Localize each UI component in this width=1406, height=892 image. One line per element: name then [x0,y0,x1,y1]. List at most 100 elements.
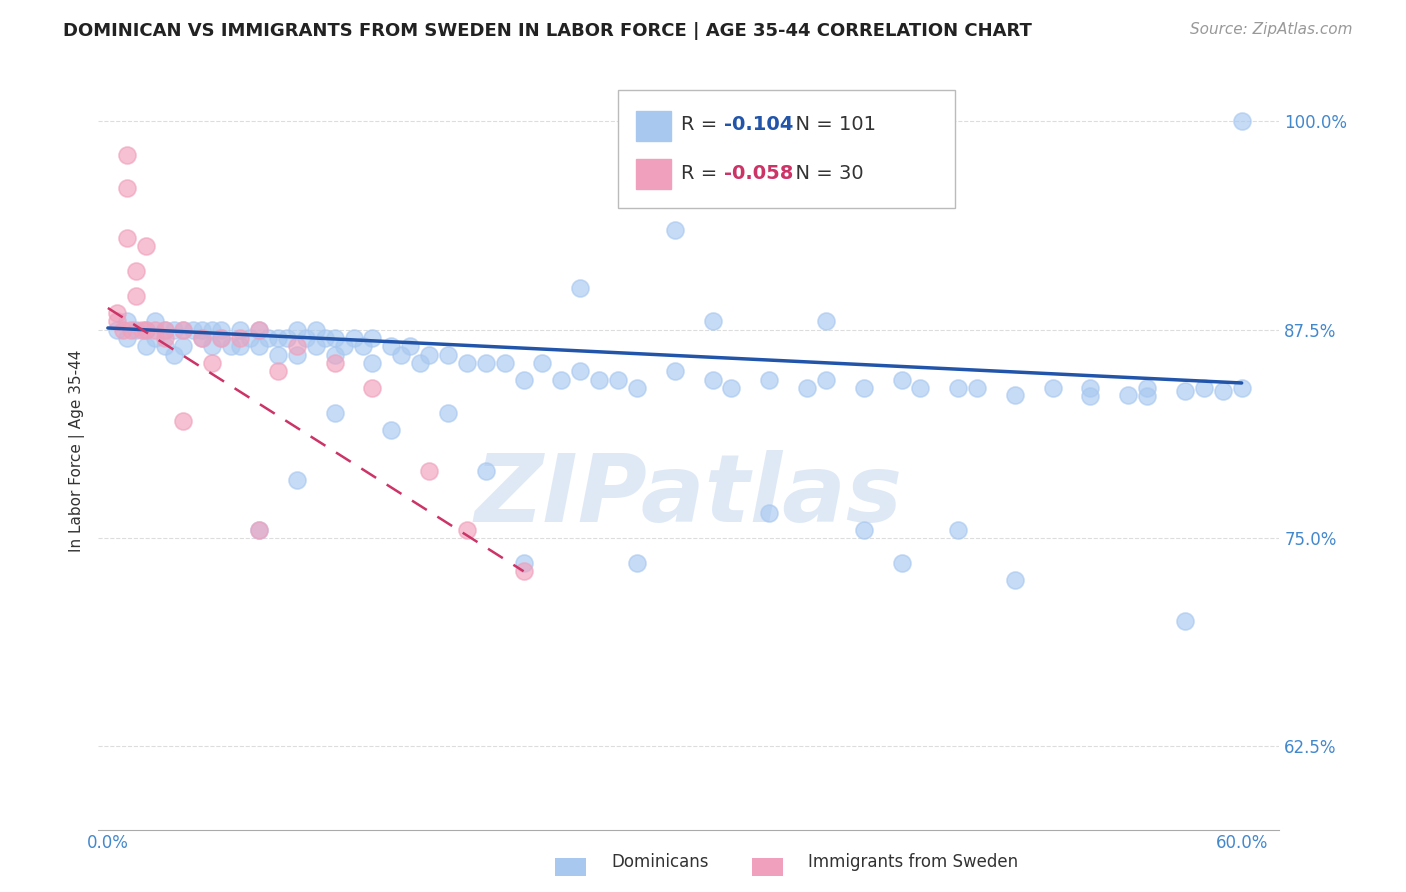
Point [323,406,346,420]
Point [569,281,592,295]
Point [890,373,912,387]
Point [285,348,308,362]
Text: R =: R = [681,164,723,183]
Point [408,356,430,370]
Point [323,331,346,345]
Text: DOMINICAN VS IMMIGRANTS FROM SWEDEN IN LABOR FORCE | AGE 35-44 CORRELATION CHART: DOMINICAN VS IMMIGRANTS FROM SWEDEN IN L… [63,22,1032,40]
Point [1004,387,1026,401]
Point [966,381,988,395]
Point [191,331,214,345]
Point [105,306,128,320]
Point [1042,381,1064,395]
Text: -0.058: -0.058 [724,164,794,183]
Point [219,339,242,353]
Text: Source: ZipAtlas.com: Source: ZipAtlas.com [1189,22,1353,37]
Point [172,414,194,428]
Point [163,348,186,362]
Point [257,331,280,345]
Point [143,314,166,328]
Point [131,323,153,337]
Point [702,373,724,387]
Point [852,523,875,537]
Text: Immigrants from Sweden: Immigrants from Sweden [808,853,1018,871]
Point [380,423,402,437]
Point [153,331,176,345]
Point [588,373,610,387]
Text: -0.104: -0.104 [724,115,794,134]
Point [758,373,780,387]
Point [172,323,194,337]
Point [115,147,138,161]
Point [702,314,724,328]
Point [494,356,516,370]
Point [352,339,374,353]
Point [239,331,262,345]
Point [1080,389,1102,403]
Point [1004,573,1026,587]
Point [105,323,128,337]
Point [626,381,648,395]
Point [512,564,534,578]
Y-axis label: In Labor Force | Age 35-44: In Labor Force | Age 35-44 [69,350,84,551]
Point [163,323,186,337]
Point [1174,614,1197,628]
Point [209,323,232,337]
Point [418,464,440,478]
Point [342,331,364,345]
Point [333,339,356,353]
Point [361,381,384,395]
Point [153,339,176,353]
Point [115,181,138,195]
Point [125,323,148,337]
Point [1212,384,1234,399]
Point [267,348,290,362]
Text: N = 101: N = 101 [783,115,876,134]
Point [201,323,224,337]
Point [475,356,498,370]
Point [125,264,148,278]
Point [531,356,554,370]
Point [399,339,422,353]
Point [361,331,384,345]
Point [305,323,328,337]
Point [135,339,157,353]
Point [456,356,478,370]
Point [285,323,308,337]
Point [1080,381,1102,395]
Point [115,314,138,328]
Point [512,373,534,387]
Point [607,373,630,387]
Point [285,339,308,353]
Point [125,289,148,303]
Point [569,364,592,378]
Point [135,239,157,253]
Point [664,222,686,236]
Point [948,381,970,395]
Point [191,331,214,345]
Text: N = 30: N = 30 [783,164,865,183]
Point [229,339,252,353]
FancyBboxPatch shape [636,111,671,141]
Point [229,331,252,345]
Point [247,339,270,353]
Point [550,373,572,387]
FancyBboxPatch shape [636,159,671,189]
Point [143,331,166,345]
Point [512,556,534,570]
Point [626,556,648,570]
Point [247,323,270,337]
Point [172,339,194,353]
Point [247,323,270,337]
Point [143,323,166,337]
Point [115,231,138,245]
Point [361,356,384,370]
Point [135,323,157,337]
Point [191,323,214,337]
Point [814,373,837,387]
Text: ZIPatlas: ZIPatlas [475,450,903,542]
Point [229,323,252,337]
Point [1230,381,1253,395]
Point [1230,114,1253,128]
Point [852,381,875,395]
Point [323,348,346,362]
